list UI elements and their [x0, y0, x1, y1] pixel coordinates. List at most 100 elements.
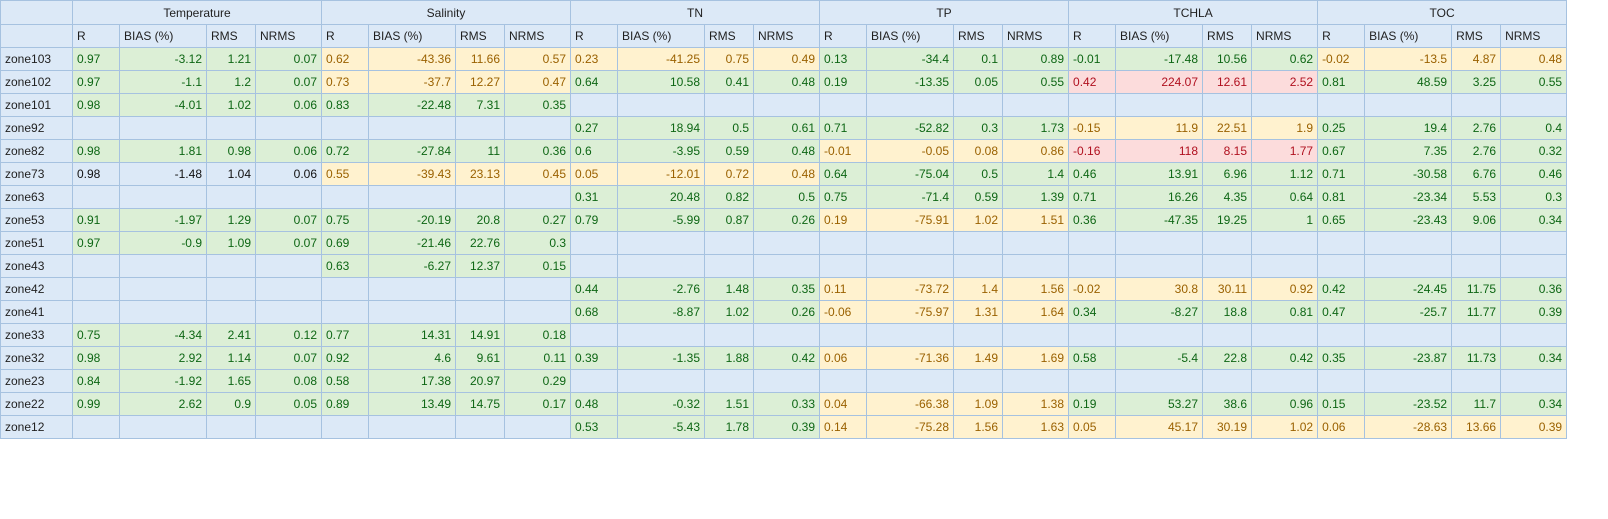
cell-zone42-tp-rms[interactable]: 1.4 [953, 277, 1003, 301]
cell-zone63-salinity-r[interactable] [321, 185, 369, 209]
cell-zone32-toc-nrms[interactable]: 0.34 [1500, 346, 1568, 370]
cell-zone63-tn-r[interactable]: 0.31 [570, 185, 618, 209]
cell-zone73-temperature-bias[interactable]: -1.48 [119, 162, 207, 186]
cell-zone23-toc-rms[interactable] [1451, 369, 1502, 393]
cell-zone82-tn-nrms[interactable]: 0.48 [753, 139, 820, 163]
cell-zone12-salinity-rms[interactable] [455, 415, 505, 439]
metric-header-salinity-bias[interactable]: BIAS (%) [368, 24, 456, 48]
cell-zone63-tp-bias[interactable]: -71.4 [866, 185, 954, 209]
group-header-tchla[interactable]: TCHLA [1068, 0, 1319, 25]
cell-zone102-tp-rms[interactable]: 0.05 [953, 70, 1003, 94]
cell-zone33-salinity-nrms[interactable]: 0.18 [504, 323, 571, 347]
metric-header-salinity-nrms[interactable]: NRMS [504, 24, 571, 48]
metric-header-toc-rms[interactable]: RMS [1451, 24, 1502, 48]
corner-cell[interactable] [0, 24, 73, 48]
zone-label[interactable]: zone22 [0, 392, 73, 416]
metric-header-tp-rms[interactable]: RMS [953, 24, 1003, 48]
cell-zone101-toc-r[interactable] [1317, 93, 1366, 117]
cell-zone82-toc-bias[interactable]: 7.35 [1364, 139, 1453, 163]
cell-zone42-tn-r[interactable]: 0.44 [570, 277, 618, 301]
cell-zone51-tp-r[interactable] [819, 231, 867, 255]
metric-header-temperature-bias[interactable]: BIAS (%) [119, 24, 207, 48]
cell-zone43-toc-nrms[interactable] [1500, 254, 1568, 278]
cell-zone53-tp-r[interactable]: 0.19 [819, 208, 867, 232]
cell-zone92-toc-nrms[interactable]: 0.4 [1500, 116, 1568, 140]
cell-zone51-tn-bias[interactable] [617, 231, 705, 255]
group-header-salinity[interactable]: Salinity [321, 0, 571, 25]
cell-zone32-tn-rms[interactable]: 1.88 [704, 346, 754, 370]
cell-zone102-tn-nrms[interactable]: 0.48 [753, 70, 820, 94]
cell-zone73-salinity-nrms[interactable]: 0.45 [504, 162, 571, 186]
cell-zone43-tp-bias[interactable] [866, 254, 954, 278]
zone-label[interactable]: zone32 [0, 346, 73, 370]
cell-zone103-tn-bias[interactable]: -41.25 [617, 47, 705, 71]
cell-zone101-tn-rms[interactable] [704, 93, 754, 117]
cell-zone103-tp-bias[interactable]: -34.4 [866, 47, 954, 71]
cell-zone22-toc-rms[interactable]: 11.7 [1451, 392, 1502, 416]
cell-zone92-temperature-nrms[interactable] [255, 116, 322, 140]
zone-label[interactable]: zone12 [0, 415, 73, 439]
cell-zone42-toc-nrms[interactable]: 0.36 [1500, 277, 1568, 301]
cell-zone101-salinity-bias[interactable]: -22.48 [368, 93, 456, 117]
cell-zone82-tn-rms[interactable]: 0.59 [704, 139, 754, 163]
cell-zone51-toc-nrms[interactable] [1500, 231, 1568, 255]
metric-header-tchla-rms[interactable]: RMS [1202, 24, 1253, 48]
cell-zone32-tn-r[interactable]: 0.39 [570, 346, 618, 370]
metric-header-salinity-rms[interactable]: RMS [455, 24, 505, 48]
cell-zone32-temperature-r[interactable]: 0.98 [72, 346, 120, 370]
cell-zone33-toc-nrms[interactable] [1500, 323, 1568, 347]
cell-zone53-salinity-rms[interactable]: 20.8 [455, 208, 505, 232]
cell-zone53-tchla-bias[interactable]: -47.35 [1115, 208, 1204, 232]
cell-zone32-tn-nrms[interactable]: 0.42 [753, 346, 820, 370]
cell-zone22-temperature-nrms[interactable]: 0.05 [255, 392, 322, 416]
cell-zone82-toc-rms[interactable]: 2.76 [1451, 139, 1502, 163]
cell-zone42-toc-bias[interactable]: -24.45 [1364, 277, 1453, 301]
cell-zone63-salinity-nrms[interactable] [504, 185, 571, 209]
cell-zone43-tn-bias[interactable] [617, 254, 705, 278]
zone-label[interactable]: zone53 [0, 208, 73, 232]
cell-zone22-tp-nrms[interactable]: 1.38 [1001, 392, 1070, 416]
cell-zone12-tn-bias[interactable]: -5.43 [617, 415, 705, 439]
cell-zone12-tchla-bias[interactable]: 45.17 [1115, 415, 1204, 439]
zone-label[interactable]: zone101 [0, 93, 73, 117]
metric-header-tn-bias[interactable]: BIAS (%) [617, 24, 705, 48]
cell-zone41-salinity-nrms[interactable] [504, 300, 571, 324]
cell-zone53-salinity-nrms[interactable]: 0.27 [504, 208, 571, 232]
cell-zone22-toc-nrms[interactable]: 0.34 [1500, 392, 1568, 416]
zone-label[interactable]: zone63 [0, 185, 73, 209]
cell-zone33-toc-rms[interactable] [1451, 323, 1502, 347]
cell-zone103-tn-nrms[interactable]: 0.49 [753, 47, 820, 71]
cell-zone12-salinity-r[interactable] [321, 415, 369, 439]
cell-zone92-tp-bias[interactable]: -52.82 [866, 116, 954, 140]
cell-zone51-temperature-rms[interactable]: 1.09 [206, 231, 256, 255]
cell-zone12-toc-r[interactable]: 0.06 [1317, 415, 1366, 439]
metric-header-tp-nrms[interactable]: NRMS [1001, 24, 1070, 48]
cell-zone43-tchla-nrms[interactable] [1251, 254, 1319, 278]
cell-zone33-salinity-rms[interactable]: 14.91 [455, 323, 505, 347]
cell-zone22-toc-r[interactable]: 0.15 [1317, 392, 1366, 416]
corner-cell[interactable] [0, 0, 73, 25]
cell-zone103-toc-bias[interactable]: -13.5 [1364, 47, 1453, 71]
cell-zone23-tchla-nrms[interactable] [1251, 369, 1319, 393]
metric-header-tn-nrms[interactable]: NRMS [753, 24, 820, 48]
cell-zone102-toc-nrms[interactable]: 0.55 [1500, 70, 1568, 94]
cell-zone12-tp-r[interactable]: 0.14 [819, 415, 867, 439]
cell-zone53-salinity-r[interactable]: 0.75 [321, 208, 369, 232]
cell-zone12-tn-rms[interactable]: 1.78 [704, 415, 754, 439]
cell-zone22-toc-bias[interactable]: -23.52 [1364, 392, 1453, 416]
cell-zone63-temperature-r[interactable] [72, 185, 120, 209]
cell-zone23-tn-nrms[interactable] [753, 369, 820, 393]
cell-zone23-temperature-r[interactable]: 0.84 [72, 369, 120, 393]
zone-label[interactable]: zone43 [0, 254, 73, 278]
cell-zone53-tn-rms[interactable]: 0.87 [704, 208, 754, 232]
cell-zone73-tchla-rms[interactable]: 6.96 [1202, 162, 1253, 186]
cell-zone23-tp-nrms[interactable] [1001, 369, 1070, 393]
cell-zone103-toc-r[interactable]: -0.02 [1317, 47, 1366, 71]
cell-zone92-toc-rms[interactable]: 2.76 [1451, 116, 1502, 140]
cell-zone102-tchla-bias[interactable]: 224.07 [1115, 70, 1204, 94]
cell-zone41-salinity-bias[interactable] [368, 300, 456, 324]
cell-zone103-tchla-r[interactable]: -0.01 [1068, 47, 1117, 71]
cell-zone22-salinity-nrms[interactable]: 0.17 [504, 392, 571, 416]
cell-zone51-tn-r[interactable] [570, 231, 618, 255]
group-header-toc[interactable]: TOC [1317, 0, 1568, 25]
